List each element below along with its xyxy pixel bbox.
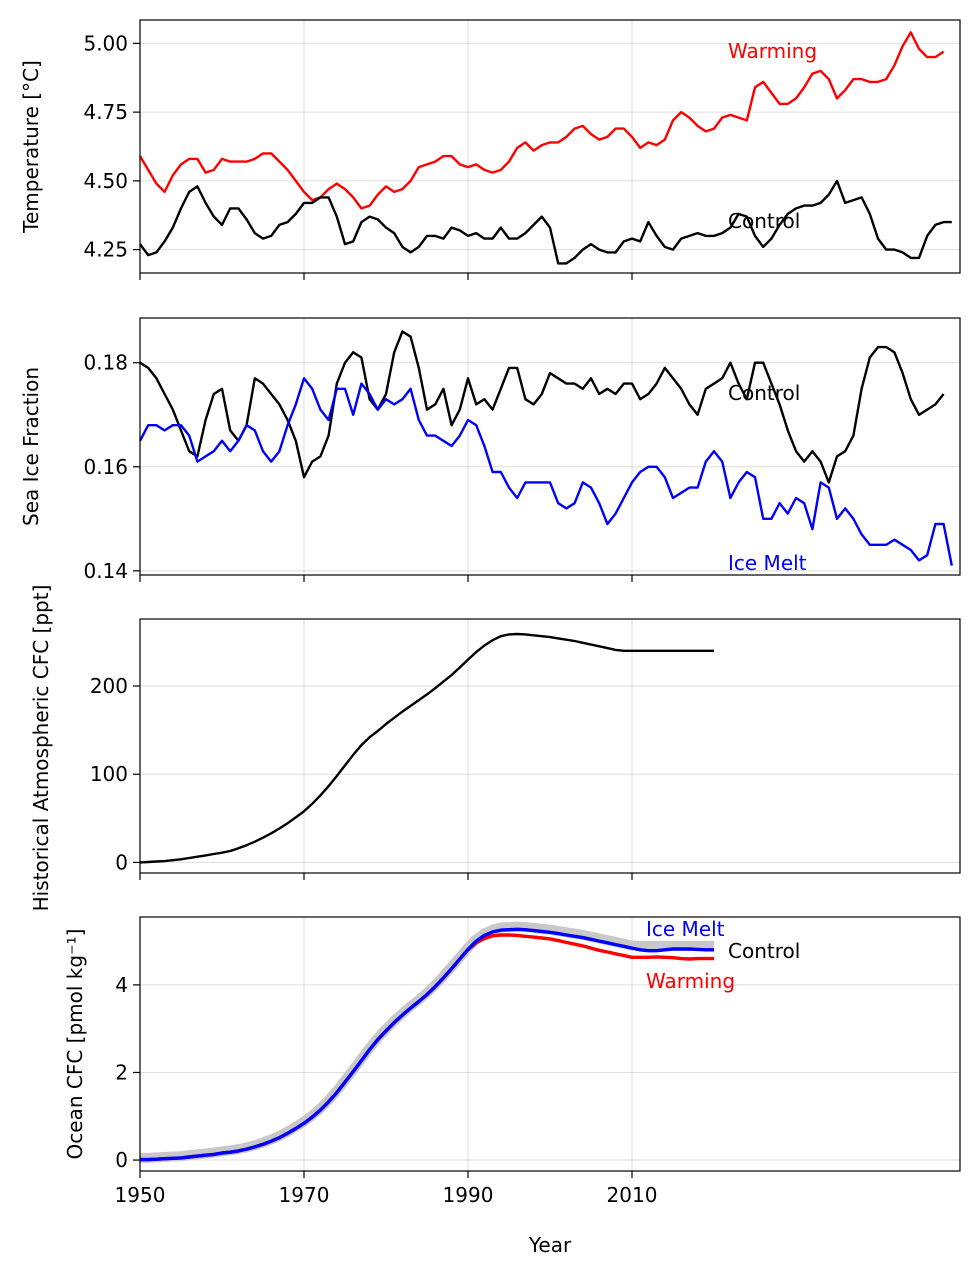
y-tick-label: 4.75 [83, 100, 128, 124]
y-tick-label: 0 [115, 1148, 128, 1172]
y-axis-label: Sea Ice Fraction [19, 367, 43, 526]
series-label-ice-melt: Ice Melt [728, 551, 807, 575]
series-label-warming: Warming [728, 39, 817, 63]
x-tick-label: 1950 [115, 1183, 166, 1207]
x-axis-label: Year [528, 1233, 572, 1257]
x-tick-label: 2010 [607, 1183, 658, 1207]
y-tick-label: 0.14 [83, 559, 128, 583]
atmospheric-cfc-panel: 0 100 200 Historical Atmospheric CFC [ppt] [29, 585, 961, 912]
y-tick-label: 2 [115, 1060, 128, 1084]
y-tick-label: 0.18 [83, 351, 128, 375]
ocean-cfc-panel: 1950 1970 1990 2010 0 2 4 Ocean CFC [pmol kg⁻¹… [63, 916, 961, 1257]
x-tick-label: 1990 [443, 1183, 494, 1207]
series-line-warming [138, 31, 945, 210]
series-line-control [139, 179, 952, 265]
y-axis-label: Temperature [°C] [19, 60, 43, 234]
series-line-ice-melt [140, 927, 714, 1162]
series-line-ice-melt [138, 377, 953, 566]
series-label-control: Control [728, 939, 800, 963]
x-tick-label: 1970 [279, 1183, 330, 1207]
y-tick-label: 0.16 [83, 455, 128, 479]
y-tick-label: 0 [115, 850, 128, 874]
series-line-control [140, 921, 714, 1163]
y-tick-label: 100 [90, 762, 128, 786]
series-label-control: Control [728, 381, 800, 405]
y-axis-label: Historical Atmospheric CFC [ppt] [29, 585, 53, 912]
series-label-control: Control [728, 209, 800, 233]
series-label-ice-melt: Ice Melt [646, 917, 725, 941]
y-tick-label: 4 [115, 973, 128, 997]
plot-frame [139, 19, 961, 274]
series-line-warming [140, 933, 714, 1162]
series-label-warming: Warming [646, 969, 735, 993]
y-tick-label: 5.00 [83, 31, 128, 55]
y-tick-label: 4.50 [83, 169, 128, 193]
y-tick-label: 4.25 [83, 238, 128, 262]
plot-frame [139, 618, 961, 874]
temperature-panel: 4.25 4.50 4.75 5.00 Temperature [°C] Warmin… [19, 19, 961, 280]
plot-frame [139, 916, 961, 1172]
plot-frame [139, 317, 961, 576]
y-tick-label: 200 [90, 674, 128, 698]
y-axis-label: Ocean CFC [pmol kg⁻¹] [63, 929, 87, 1160]
series-line-line [139, 632, 714, 864]
series-line-control [139, 330, 945, 484]
sea-ice-panel: 0.14 0.16 0.18 Sea Ice Fraction Control Ic… [19, 317, 961, 583]
